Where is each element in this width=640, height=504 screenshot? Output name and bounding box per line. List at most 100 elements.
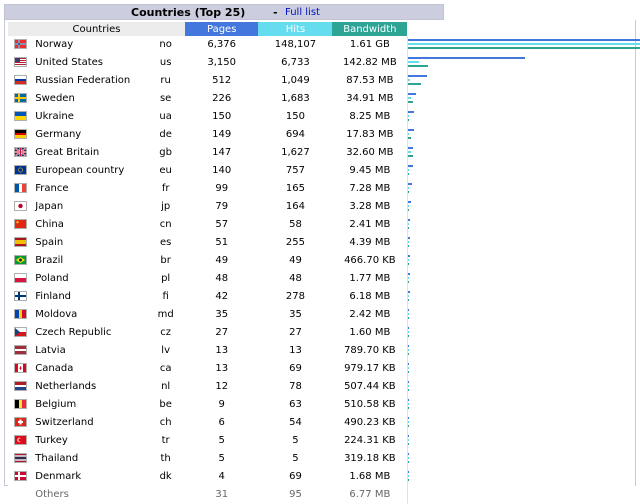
country-name: Moldova — [33, 306, 147, 324]
country-code: ca — [146, 360, 185, 378]
bar-cell — [407, 162, 635, 180]
country-code: jp — [146, 198, 185, 216]
table-row: France fr 99 165 7.28 MB — [8, 180, 635, 198]
bar-cell — [407, 198, 635, 216]
column-header-bandwidth: Bandwidth — [332, 22, 408, 36]
pages-bar — [408, 345, 410, 347]
bandwidth-bar — [408, 479, 410, 481]
title-bar: Countries (Top 25) - Full list — [4, 4, 444, 20]
hits-bar — [408, 241, 410, 243]
country-name: Thailand — [33, 450, 147, 468]
bandwidth-value: 87.53 MB — [332, 72, 408, 90]
bar-cell — [407, 432, 635, 450]
flag-cell — [8, 450, 34, 468]
pages-bar — [408, 327, 410, 329]
hits-bar — [408, 385, 410, 387]
hits-bar — [408, 367, 410, 369]
bar-cell — [407, 36, 640, 54]
column-header-countries: Countries — [8, 22, 185, 36]
country-name: Ukraine — [33, 108, 147, 126]
bar-cell — [407, 90, 635, 108]
pages-bar — [408, 39, 640, 41]
country-code: no — [146, 36, 185, 54]
title-separator: - — [273, 6, 278, 19]
bandwidth-value: 4.39 MB — [332, 234, 408, 252]
flag-ua-icon — [14, 111, 28, 121]
bar-cell — [407, 360, 635, 378]
hits-bar — [408, 421, 410, 423]
bandwidth-value: 17.83 MB — [332, 126, 408, 144]
pages-value: 4 — [184, 468, 259, 486]
countries-table: Countries Pages Hits Bandwidth Norway no 6… — [8, 22, 640, 504]
flag-cell — [8, 306, 34, 324]
bandwidth-bar — [408, 353, 410, 355]
flag-cell — [8, 360, 34, 378]
hits-value: 54 — [258, 414, 333, 432]
hits-bar — [408, 151, 412, 153]
bar-cell — [407, 108, 635, 126]
table-row: Japan jp 79 164 3.28 MB — [8, 198, 635, 216]
hits-bar — [408, 259, 410, 261]
bandwidth-value: 789.70 KB — [332, 342, 408, 360]
hits-value: 6,733 — [258, 54, 333, 72]
column-header-pages: Pages — [184, 22, 259, 36]
hits-value: 35 — [258, 306, 333, 324]
flag-dk-icon — [14, 471, 28, 481]
bandwidth-bar — [408, 299, 410, 301]
country-code: ch — [146, 414, 185, 432]
hits-bar — [408, 115, 410, 117]
table-row: Great Britain gb 147 1,627 32.60 MB — [8, 144, 635, 162]
table-row: Norway no 6,376 148,107 1.61 GB — [8, 36, 640, 54]
pages-value: 35 — [184, 306, 259, 324]
flag-cell — [8, 144, 34, 162]
bar-cell — [407, 396, 635, 414]
pages-value: 51 — [184, 234, 259, 252]
country-code: lv — [146, 342, 185, 360]
flag-cell — [8, 216, 34, 234]
bandwidth-bar — [408, 227, 410, 229]
section-title: Countries (Top 25) — [131, 6, 246, 19]
pages-bar — [408, 291, 411, 293]
flag-cell — [8, 90, 34, 108]
hits-value: 165 — [258, 180, 333, 198]
flag-us-icon — [14, 57, 28, 67]
country-name: Poland — [33, 270, 147, 288]
bandwidth-value: 2.42 MB — [332, 306, 408, 324]
others-row: Others 31 95 6.77 MB — [8, 486, 635, 504]
flag-ch-icon — [14, 417, 28, 427]
bandwidth-value: 490.23 KB — [332, 414, 408, 432]
bandwidth-value: 8.25 MB — [332, 108, 408, 126]
table-row: Netherlands nl 12 78 507.44 KB — [8, 378, 635, 396]
country-name: Great Britain — [33, 144, 147, 162]
bar-cell — [407, 180, 635, 198]
hits-value: 13 — [258, 342, 333, 360]
pages-bar — [408, 111, 415, 113]
flag-md-icon — [14, 309, 28, 319]
flag-cell — [8, 126, 34, 144]
pages-bar — [408, 435, 410, 437]
pages-value: 13 — [184, 342, 259, 360]
bandwidth-bar — [408, 47, 640, 49]
full-list-link[interactable]: Full list — [285, 7, 320, 18]
table-row: Switzerland ch 6 54 490.23 KB — [8, 414, 635, 432]
pages-bar — [408, 273, 411, 275]
table-row: Finland fi 42 278 6.18 MB — [8, 288, 635, 306]
hits-bar — [408, 475, 410, 477]
hits-value: 148,107 — [258, 36, 333, 54]
table-row: Sweden se 226 1,683 34.91 MB — [8, 90, 635, 108]
pages-bar — [408, 381, 410, 383]
hits-value: 69 — [258, 360, 333, 378]
pages-value: 150 — [184, 108, 259, 126]
bar-cell — [407, 468, 635, 486]
flag-nl-icon — [14, 381, 28, 391]
country-code: ru — [146, 72, 185, 90]
country-code: tr — [146, 432, 185, 450]
pages-value: 5 — [184, 450, 259, 468]
flag-cell — [8, 378, 34, 396]
pages-bar — [408, 471, 410, 473]
country-code: se — [146, 90, 185, 108]
pages-bar — [408, 147, 414, 149]
country-name: Spain — [33, 234, 147, 252]
flag-cell — [8, 36, 34, 54]
pages-bar — [408, 57, 526, 59]
